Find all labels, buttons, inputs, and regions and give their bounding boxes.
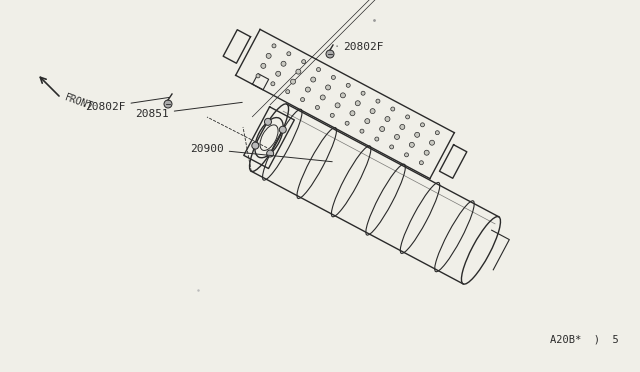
Ellipse shape [281, 61, 286, 66]
Text: FRONT: FRONT [63, 93, 94, 112]
Ellipse shape [335, 103, 340, 108]
Ellipse shape [394, 134, 399, 140]
Ellipse shape [355, 101, 360, 106]
Ellipse shape [340, 93, 346, 98]
Ellipse shape [376, 99, 380, 103]
Text: 20802F: 20802F [85, 97, 169, 112]
Ellipse shape [264, 118, 271, 125]
Ellipse shape [375, 137, 379, 141]
Ellipse shape [370, 109, 375, 113]
Ellipse shape [435, 131, 439, 135]
Ellipse shape [164, 100, 172, 108]
Ellipse shape [271, 82, 275, 86]
Ellipse shape [291, 79, 296, 84]
Ellipse shape [279, 126, 286, 133]
Ellipse shape [415, 132, 420, 137]
Ellipse shape [320, 95, 325, 100]
Ellipse shape [380, 126, 385, 132]
Ellipse shape [361, 91, 365, 95]
Ellipse shape [332, 76, 335, 80]
Ellipse shape [410, 142, 414, 147]
Ellipse shape [301, 60, 306, 64]
Ellipse shape [316, 105, 319, 109]
Text: 20851: 20851 [135, 102, 243, 119]
Ellipse shape [365, 119, 370, 124]
Ellipse shape [360, 129, 364, 133]
Ellipse shape [266, 53, 271, 58]
Text: 20900: 20900 [190, 144, 332, 162]
Ellipse shape [326, 85, 331, 90]
Ellipse shape [305, 87, 310, 92]
Ellipse shape [385, 116, 390, 122]
Ellipse shape [400, 124, 405, 129]
Ellipse shape [406, 115, 410, 119]
Ellipse shape [424, 150, 429, 155]
Ellipse shape [285, 90, 290, 94]
Ellipse shape [330, 113, 334, 117]
Ellipse shape [267, 150, 274, 157]
Ellipse shape [272, 44, 276, 48]
Ellipse shape [296, 69, 301, 74]
Ellipse shape [346, 83, 350, 87]
Ellipse shape [404, 153, 408, 157]
Ellipse shape [256, 74, 260, 78]
Ellipse shape [287, 52, 291, 56]
Ellipse shape [420, 123, 424, 127]
Ellipse shape [391, 107, 395, 111]
Ellipse shape [390, 145, 394, 149]
Ellipse shape [301, 97, 305, 102]
Ellipse shape [419, 161, 424, 165]
Ellipse shape [350, 111, 355, 116]
Ellipse shape [326, 50, 334, 58]
Text: A20B*  )  5: A20B* ) 5 [550, 334, 619, 344]
Ellipse shape [276, 71, 281, 76]
Text: 20802F: 20802F [337, 42, 383, 52]
Ellipse shape [345, 121, 349, 125]
Ellipse shape [310, 77, 316, 82]
Ellipse shape [317, 68, 321, 71]
Ellipse shape [261, 63, 266, 68]
Ellipse shape [252, 142, 259, 149]
Ellipse shape [429, 140, 435, 145]
